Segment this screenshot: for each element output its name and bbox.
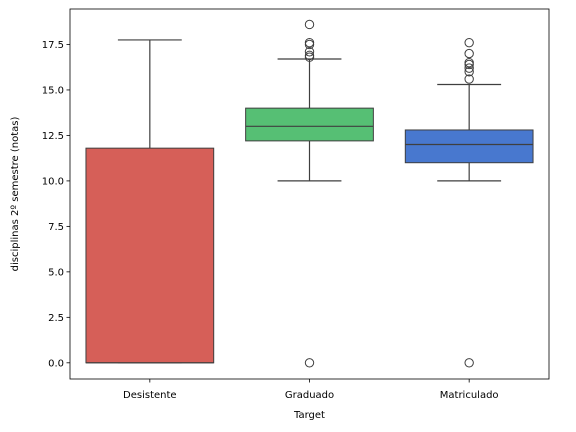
y-tick-label: 2.5 [48, 313, 64, 324]
y-tick-label: 12.5 [42, 131, 64, 142]
x-axis-label: Target [293, 410, 325, 421]
box-matriculado [404, 129, 534, 164]
outlier-point [304, 50, 315, 61]
outlier-point [464, 63, 474, 73]
y-axis-ticks: 0.0 2.5 5.0 7.5 10.0 12.5 15.0 17.5 [42, 40, 70, 369]
outlier-point [464, 67, 474, 77]
plot-frame [69, 8, 550, 380]
x-tick-label-desistente: Desistente [123, 390, 177, 401]
plot-area [85, 19, 534, 368]
box-group-desistente [85, 39, 215, 364]
y-tick-label: 7.5 [48, 222, 64, 233]
y-tick-label: 17.5 [42, 40, 64, 51]
box-graduado [245, 107, 374, 142]
outlier-point [304, 47, 315, 57]
y-tick-label: 10.0 [42, 177, 64, 188]
outlier-point [464, 57, 474, 68]
x-axis-ticks: Desistente Graduado Matriculado [123, 379, 499, 401]
box-group-matriculado [404, 37, 534, 368]
outlier-point [464, 48, 474, 59]
outlier-point [304, 37, 315, 48]
outlier-point [464, 37, 474, 48]
box-desistente [85, 147, 215, 364]
y-axis-label: disciplinas 2º semestre (notas) [10, 117, 21, 272]
outlier-point [464, 358, 474, 368]
y-tick-label: 5.0 [48, 267, 64, 278]
x-tick-label-matriculado: Matriculado [440, 390, 499, 401]
outlier-point [464, 74, 474, 84]
y-tick-label: 0.0 [48, 358, 64, 369]
outlier-point [304, 19, 315, 30]
outlier-point [304, 358, 315, 368]
x-tick-label-graduado: Graduado [285, 390, 334, 401]
y-tick-label: 15.0 [42, 86, 64, 97]
box-group-graduado [245, 19, 374, 368]
